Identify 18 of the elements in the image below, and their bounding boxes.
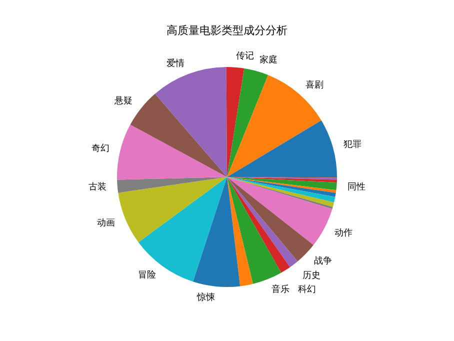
chart-title: 高质量电影类型成分分析 [166,24,288,37]
slice-label: 传记 [236,50,254,62]
slice-label: 动作 [334,227,352,238]
slice-label: 爱情 [166,58,184,70]
slice-label: 科幻 [298,284,316,295]
slice-label: 犯罪 [344,139,362,150]
slice-label: 惊悚 [196,292,216,303]
slice-label: 奇幻 [91,143,110,154]
slice-label: 音乐 [272,284,290,295]
slice-label: 冒险 [138,269,156,280]
slice-label: 悬疑 [114,96,133,107]
slice-label: 同性 [348,182,366,193]
slice-label: 古装 [88,182,106,193]
slice-label: 战争 [314,256,332,267]
slice-label: 历史 [302,270,320,281]
slice-label: 喜剧 [306,79,324,90]
slice-label: 家庭 [259,54,278,66]
slice-label: 动画 [97,217,116,228]
